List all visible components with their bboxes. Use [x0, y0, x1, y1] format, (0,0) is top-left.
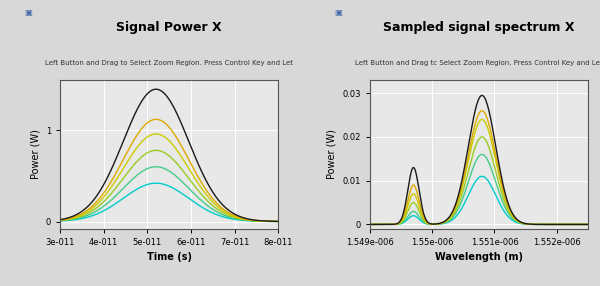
Text: Signal Power X: Signal Power X — [116, 21, 222, 34]
Text: ▣: ▣ — [334, 8, 341, 17]
Text: Left Button and Drag tc Select Zoom Region. Press Control Key and Let: Left Button and Drag tc Select Zoom Regi… — [355, 60, 600, 66]
Y-axis label: Power (W): Power (W) — [327, 130, 337, 179]
X-axis label: Wavelength (m): Wavelength (m) — [435, 252, 523, 262]
Text: ▣: ▣ — [24, 8, 32, 17]
Text: Left Button and Drag to Select Zoom Region. Press Control Key and Let: Left Button and Drag to Select Zoom Regi… — [45, 60, 293, 66]
Y-axis label: Power (W): Power (W) — [30, 130, 40, 179]
X-axis label: Time (s): Time (s) — [146, 252, 191, 262]
Text: Sampled signal spectrum X: Sampled signal spectrum X — [383, 21, 575, 34]
